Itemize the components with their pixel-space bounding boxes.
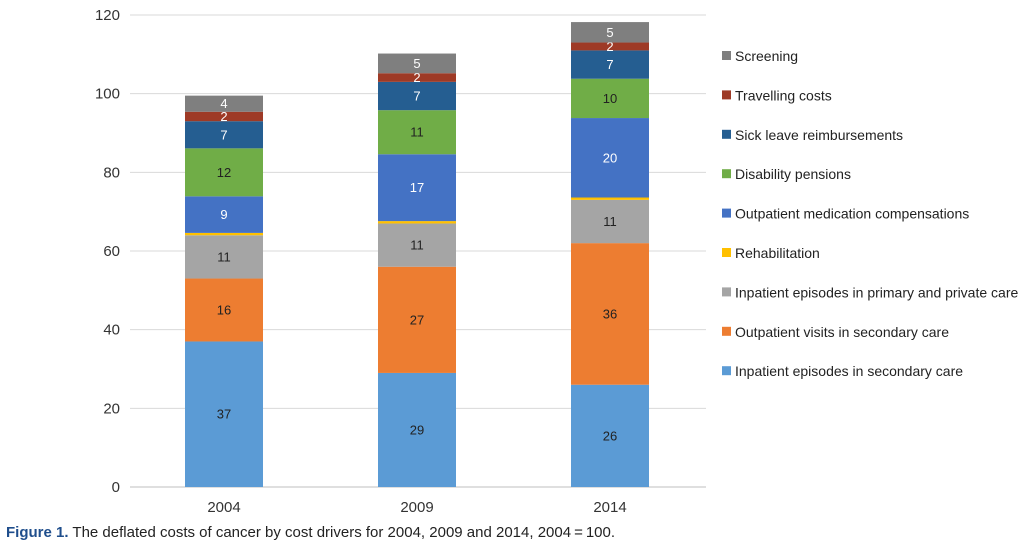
legend-swatch — [722, 51, 731, 60]
bar-segment — [185, 148, 263, 197]
y-tick-label: 20 — [103, 400, 120, 417]
bar-segment — [571, 199, 649, 244]
bar-segment — [378, 110, 456, 155]
y-tick-label: 100 — [95, 86, 120, 103]
bar-segment — [378, 223, 456, 267]
legend-swatch — [722, 366, 731, 376]
legend-swatch — [722, 326, 731, 336]
data-label: 7 — [606, 57, 613, 72]
y-tick-label: 40 — [103, 322, 120, 339]
legend-label: Sick leave reimbursements — [735, 127, 903, 143]
legend-swatch — [722, 208, 731, 218]
legend-label: Disability pensions — [735, 166, 851, 182]
legend-label: Outpatient visits in secondary care — [735, 324, 949, 340]
x-tick-label: 2014 — [593, 499, 626, 516]
figure-caption-text: The deflated costs of cancer by cost dri… — [72, 524, 616, 541]
bar-segment — [185, 278, 263, 342]
bar-segment — [185, 121, 263, 149]
legend-label: Rehabilitation — [735, 245, 820, 261]
bar-segment — [185, 111, 263, 122]
data-label: 4 — [220, 96, 227, 111]
bar-segment — [571, 22, 649, 43]
legend-label: Inpatient episodes in secondary care — [735, 363, 963, 379]
data-label: 11 — [410, 238, 424, 253]
data-label: 17 — [410, 180, 424, 195]
x-tick-label: 2004 — [207, 499, 240, 516]
y-tick-label: 120 — [95, 7, 120, 24]
data-label: 11 — [603, 214, 617, 229]
legend-label: Screening — [735, 48, 798, 64]
bar-segment — [378, 372, 456, 487]
bar-segment — [185, 95, 263, 112]
legend-swatch — [722, 287, 731, 297]
data-label: 26 — [603, 428, 617, 443]
legend-label: Outpatient medication compensations — [735, 206, 969, 222]
bar-segment — [378, 266, 456, 373]
bar-segment — [185, 341, 263, 487]
bar-segment — [571, 42, 649, 51]
bar-segment — [571, 78, 649, 119]
legend-swatch — [722, 248, 731, 257]
legend-swatch — [722, 90, 731, 100]
data-label: 16 — [217, 303, 231, 318]
data-label: 9 — [220, 207, 227, 222]
legend-label: Travelling costs — [735, 87, 832, 103]
bar-segment — [571, 384, 649, 487]
y-tick-label: 60 — [103, 243, 120, 260]
y-tick-label: 0 — [112, 479, 120, 496]
data-label: 11 — [217, 249, 231, 264]
data-label: 5 — [413, 56, 420, 71]
legend: Screening Travelling costs Sick leave reim… — [722, 48, 1018, 379]
data-label: 12 — [217, 165, 231, 180]
data-label: 29 — [410, 422, 424, 437]
bar-segment — [571, 118, 649, 198]
bar-segment — [378, 73, 456, 82]
bar-segment — [378, 154, 456, 222]
bar-segment — [378, 81, 456, 111]
data-label: 11 — [410, 125, 424, 140]
bar-segment — [571, 197, 649, 200]
x-axis: 2004 2009 2014 — [207, 499, 626, 516]
bar-segment — [378, 221, 456, 224]
data-label: 27 — [410, 312, 424, 327]
data-label: 7 — [220, 127, 227, 142]
data-label: 5 — [606, 25, 613, 40]
bar-segment — [185, 235, 263, 279]
data-label: 2 — [220, 109, 227, 124]
data-label: 36 — [603, 306, 617, 321]
figure-caption: Figure 1. The deflated costs of cancer b… — [6, 524, 615, 541]
bar-segment — [378, 53, 456, 74]
y-axis: 0 20 40 60 80 100 120 — [95, 7, 120, 496]
data-label: 2 — [606, 39, 613, 54]
bar-segment — [571, 50, 649, 79]
data-label: 2 — [413, 70, 420, 85]
bar-segment — [571, 243, 649, 385]
bar-segment — [185, 232, 263, 236]
data-label: 20 — [603, 150, 617, 165]
x-tick-label: 2009 — [400, 499, 433, 516]
y-tick-label: 80 — [103, 164, 120, 181]
data-label: 37 — [217, 407, 231, 422]
legend-swatch — [722, 129, 731, 139]
data-label: 7 — [413, 89, 420, 104]
data-label: 10 — [603, 91, 617, 106]
legend-swatch — [722, 169, 731, 179]
legend-label: Inpatient episodes in primary and privat… — [735, 284, 1018, 300]
bar-segment — [185, 196, 263, 233]
figure-label: Figure 1. — [6, 524, 69, 541]
